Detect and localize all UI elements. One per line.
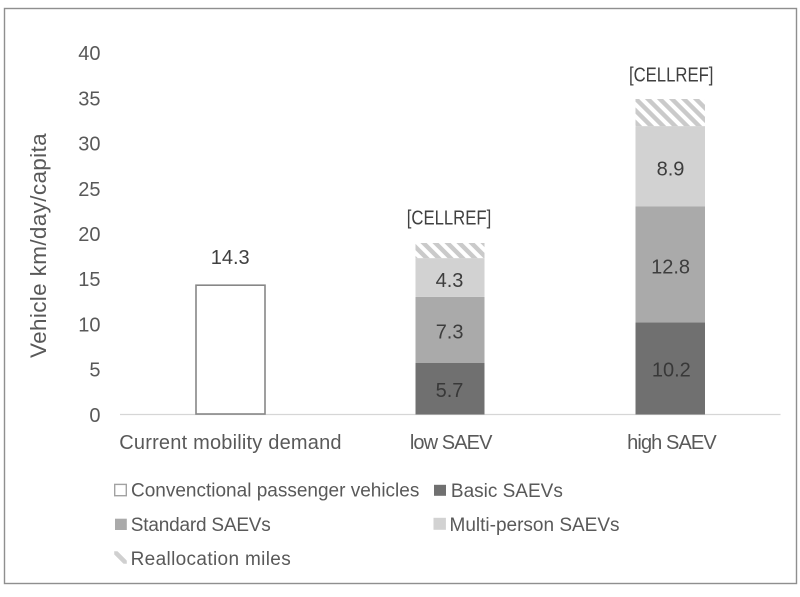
svg-text:40: 40: [78, 43, 100, 65]
svg-text:[CELLREF]: [CELLREF]: [407, 207, 492, 229]
svg-text:Standard SAEVs: Standard SAEVs: [131, 515, 271, 536]
svg-text:35: 35: [78, 88, 100, 110]
svg-text:Reallocation miles: Reallocation miles: [131, 549, 291, 570]
svg-text:20: 20: [78, 224, 100, 246]
svg-text:Basic SAEVs: Basic SAEVs: [451, 481, 563, 502]
svg-text:[CELLREF]: [CELLREF]: [629, 64, 714, 86]
svg-text:Current mobility demand: Current mobility demand: [119, 432, 341, 454]
svg-text:Multi-person SAEVs: Multi-person SAEVs: [450, 515, 620, 536]
svg-text:30: 30: [78, 134, 100, 156]
svg-text:Vehicle km/day/capita: Vehicle km/day/capita: [26, 133, 51, 358]
svg-text:14.3: 14.3: [211, 247, 250, 269]
svg-text:25: 25: [78, 179, 100, 201]
svg-text:low SAEV: low SAEV: [410, 432, 493, 454]
svg-text:5.7: 5.7: [436, 380, 464, 402]
svg-text:high SAEV: high SAEV: [627, 432, 717, 454]
svg-text:10: 10: [78, 314, 100, 336]
svg-text:12.8: 12.8: [651, 257, 690, 279]
svg-text:Convenctional passenger vehicl: Convenctional passenger vehicles: [131, 480, 419, 501]
svg-text:5: 5: [89, 360, 100, 382]
svg-text:0: 0: [89, 405, 100, 427]
svg-text:15: 15: [78, 269, 100, 291]
svg-text:7.3: 7.3: [436, 321, 464, 343]
svg-text:10.2: 10.2: [652, 360, 691, 382]
svg-text:4.3: 4.3: [436, 270, 464, 292]
svg-text:8.9: 8.9: [657, 159, 685, 181]
